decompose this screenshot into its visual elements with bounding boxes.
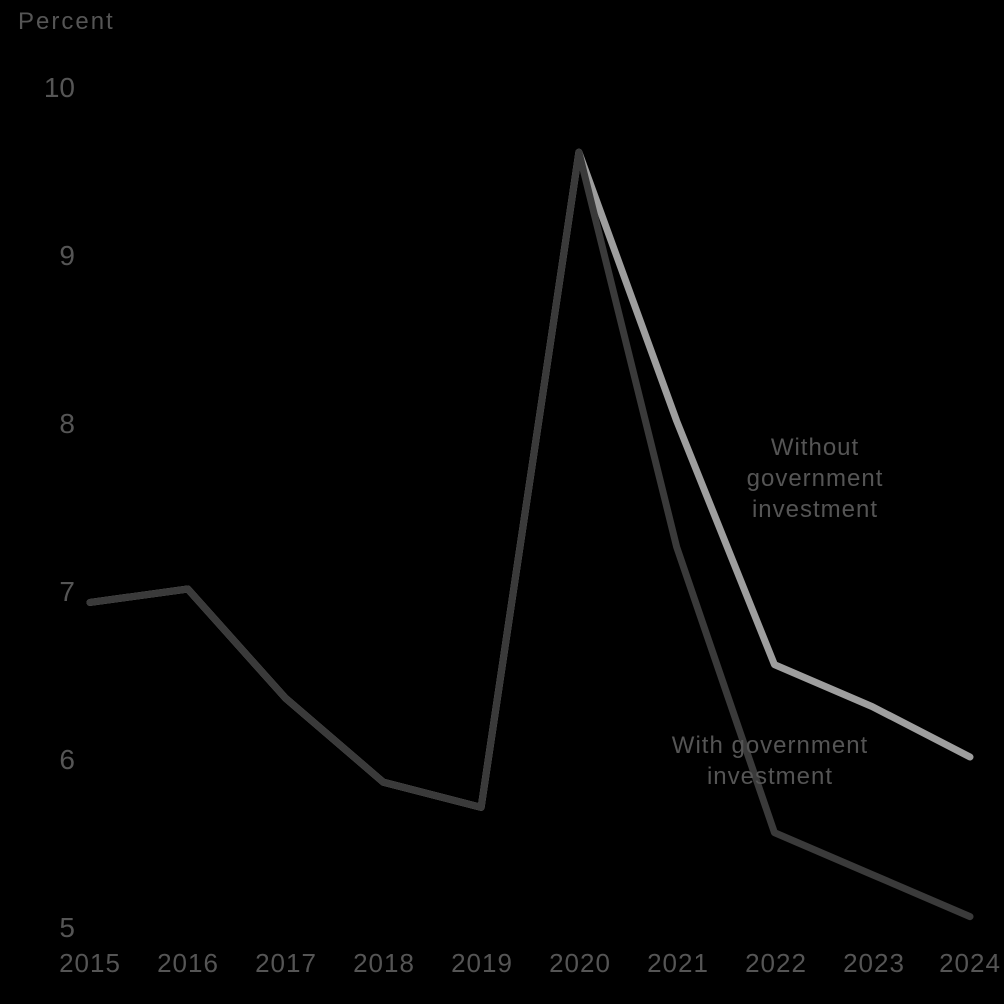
annotation-with: With government investment — [660, 730, 880, 792]
annotation-line: With government — [672, 732, 868, 759]
annotation-line: government — [747, 465, 884, 492]
chart-container: Percent 10 9 8 7 6 5 2015 2016 2017 2018… — [0, 0, 1004, 1004]
annotation-without: Without government investment — [705, 432, 925, 526]
annotation-line: Without — [771, 434, 859, 461]
annotation-line: investment — [752, 496, 878, 523]
series-line-1 — [90, 152, 970, 916]
annotation-line: investment — [707, 763, 833, 790]
